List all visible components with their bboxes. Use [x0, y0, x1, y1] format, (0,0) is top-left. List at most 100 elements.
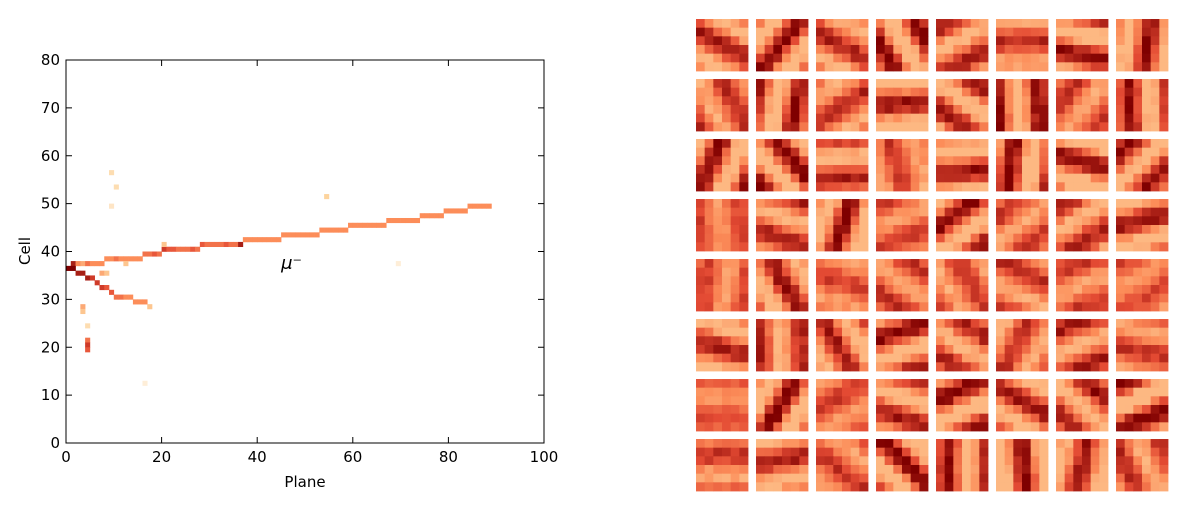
filter-pixel — [773, 353, 783, 363]
filter-pixel — [730, 199, 740, 209]
filter-pixel — [970, 62, 980, 72]
filter-pixel — [1150, 19, 1160, 29]
filter-pixel — [1056, 79, 1066, 89]
filter-pixel — [1099, 345, 1109, 355]
filter-pixel — [1099, 207, 1109, 217]
hit-cell — [104, 256, 110, 262]
filter-pixel — [816, 87, 826, 97]
filter-pixel — [739, 113, 749, 123]
filter-pixel — [1150, 327, 1160, 337]
filter-pixel — [1022, 207, 1032, 217]
filter-pixel — [782, 465, 792, 475]
filter-pixel — [722, 362, 732, 372]
filter-pixel — [713, 379, 723, 389]
filter-pixel — [876, 122, 886, 132]
filter-pixel — [1090, 379, 1100, 389]
filter-pixel — [730, 96, 740, 106]
filter-pixel — [816, 62, 826, 72]
filter-pixel — [1116, 53, 1126, 63]
filter-pixel — [1150, 353, 1160, 363]
filter-pixel — [1082, 199, 1092, 209]
filter-pixel — [739, 456, 749, 466]
filter-pixel — [799, 225, 809, 235]
filter-pixel — [704, 216, 714, 226]
filter-pixel — [799, 293, 809, 303]
filter-pixel — [1116, 456, 1126, 466]
filter-patch — [1056, 319, 1109, 372]
filter-pixel — [722, 465, 732, 475]
filter-pixel — [799, 319, 809, 329]
filter-pixel — [704, 345, 714, 355]
filter-pixel — [713, 36, 723, 46]
filter-pixel — [1090, 242, 1100, 252]
filter-pixel — [790, 225, 800, 235]
filter-pixel — [1142, 27, 1152, 37]
filter-pixel — [910, 139, 920, 149]
y-tick-label: 80 — [41, 51, 60, 69]
filter-pixel — [790, 319, 800, 329]
filter-pixel — [1073, 267, 1083, 277]
filter-patch — [876, 319, 929, 372]
filter-pixel — [1082, 242, 1092, 252]
filter-pixel — [919, 319, 929, 329]
filter-pixel — [782, 259, 792, 269]
filter-pixel — [1082, 387, 1092, 397]
filter-pixel — [704, 327, 714, 337]
filter-pixel — [893, 62, 903, 72]
filter-pixel — [919, 336, 929, 346]
filter-pixel — [979, 19, 989, 29]
hit-cell — [85, 261, 91, 267]
filter-pixel — [884, 319, 894, 329]
filter-pixel — [1124, 199, 1134, 209]
filter-pixel — [962, 387, 972, 397]
filter-pixel — [756, 447, 766, 457]
filter-pixel — [1004, 362, 1014, 372]
filter-pixel — [1099, 156, 1109, 166]
filter-pixel — [816, 276, 826, 286]
filter-pixel — [902, 353, 912, 363]
filter-pixel — [1133, 173, 1143, 183]
filter-pixel — [1073, 165, 1083, 175]
filter-pixel — [979, 36, 989, 46]
filter-pixel — [704, 336, 714, 346]
filter-pixel — [704, 362, 714, 372]
hit-cell — [348, 222, 354, 228]
filter-pixel — [970, 422, 980, 432]
filter-pixel — [756, 327, 766, 337]
filter-pixel — [782, 173, 792, 183]
filter-pixel — [1116, 96, 1126, 106]
filter-pixel — [842, 336, 852, 346]
filter-pixel — [799, 105, 809, 115]
filter-patch — [876, 199, 929, 252]
filter-pixel — [902, 242, 912, 252]
filter-pixel — [1116, 276, 1126, 286]
filter-pixel — [722, 27, 732, 37]
filter-pixel — [953, 79, 963, 89]
filter-pixel — [1090, 345, 1100, 355]
filter-pixel — [1056, 259, 1066, 269]
filter-pixel — [953, 207, 963, 217]
filter-pixel — [764, 96, 774, 106]
hit-cell — [85, 347, 91, 353]
filter-pixel — [1159, 233, 1169, 243]
filter-pixel — [893, 413, 903, 423]
filter-pixel — [936, 422, 946, 432]
filter-pixel — [756, 45, 766, 55]
filter-pixel — [696, 105, 706, 115]
filter-pixel — [859, 413, 869, 423]
filter-pixel — [919, 156, 929, 166]
filter-pixel — [859, 242, 869, 252]
filter-pixel — [893, 353, 903, 363]
filter-pixel — [996, 302, 1006, 312]
hit-cell — [252, 237, 258, 243]
filter-pixel — [756, 405, 766, 415]
filter-pixel — [893, 36, 903, 46]
filter-pixel — [833, 345, 843, 355]
filter-pixel — [704, 233, 714, 243]
filter-pixel — [970, 182, 980, 192]
filter-pixel — [764, 302, 774, 312]
hit-cell — [70, 261, 76, 267]
filter-pixel — [953, 327, 963, 337]
filter-pixel — [944, 413, 954, 423]
filter-pixel — [1090, 276, 1100, 286]
